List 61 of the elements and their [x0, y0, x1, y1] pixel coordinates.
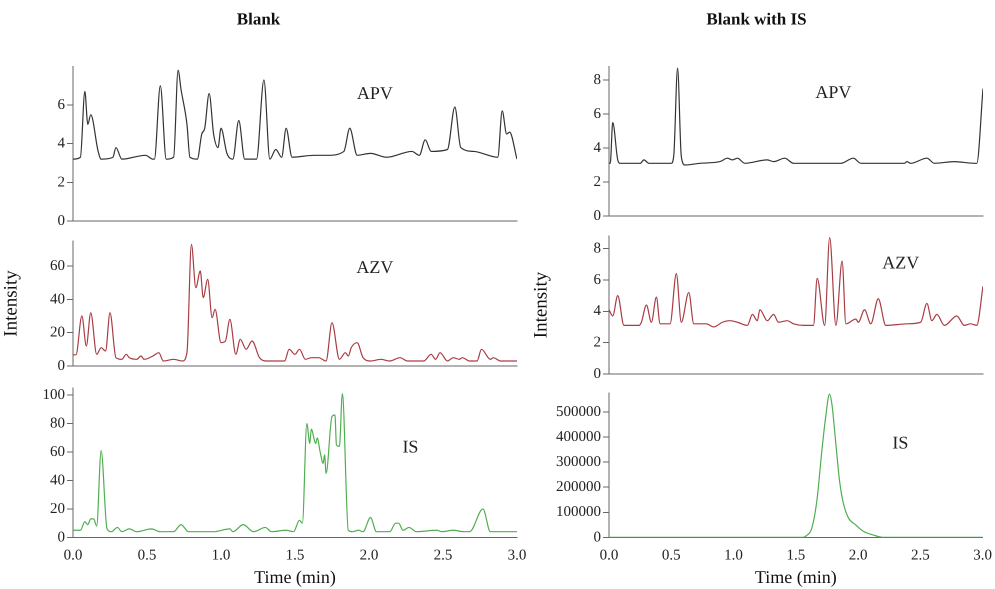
y-tick-label: 300000: [556, 454, 601, 470]
chart-title: Blank with IS: [706, 10, 807, 29]
y-tick-label: 0: [58, 358, 65, 374]
annotation: AZV: [882, 252, 920, 272]
y-tick-label: 0: [58, 212, 65, 229]
y-tick-label: 4: [594, 140, 602, 156]
annotation: IS: [402, 436, 418, 456]
line-series: [609, 236, 983, 328]
y-tick-label: 4: [58, 136, 66, 152]
y-tick-label: 0: [58, 529, 65, 546]
y-tick-label: 2: [58, 174, 65, 190]
annotation: APV: [815, 82, 852, 102]
x-tick-label: 0.0: [600, 547, 618, 564]
y-tick-label: 200000: [556, 479, 601, 496]
line-series: [609, 68, 983, 166]
line-series: [73, 393, 517, 532]
x-tick-label: 1.0: [724, 547, 743, 564]
x-tick-label: 2.0: [360, 547, 378, 564]
y-tick-label: 80: [50, 416, 65, 432]
x-tick-label: 2.5: [910, 547, 930, 564]
x-tick-label: 2.5: [434, 547, 452, 564]
y-tick-label: 40: [50, 291, 65, 308]
y-tick-label: 40: [50, 472, 65, 488]
y-tick-label: 0: [594, 366, 601, 382]
y-tick-label: 8: [594, 240, 601, 256]
x-tick-label: 2.0: [848, 547, 868, 564]
y-axis-title: Intensity: [530, 271, 552, 338]
annotation: IS: [892, 432, 908, 452]
y-tick-label: 400000: [556, 428, 601, 445]
x-tick-label: 1.5: [286, 547, 304, 564]
x-tick-label: 1.5: [786, 547, 806, 564]
x-axis-title: Time (min): [254, 566, 336, 587]
annotation: APV: [356, 82, 393, 103]
y-tick-label: 2: [594, 174, 601, 190]
line-series: [73, 70, 517, 160]
y-tick-label: 500000: [556, 404, 601, 420]
y-tick-label: 60: [50, 258, 65, 274]
annotation: AZV: [356, 257, 394, 278]
y-tick-label: 6: [58, 96, 66, 113]
y-tick-label: 0: [594, 529, 601, 546]
x-tick-label: 0.5: [138, 547, 156, 564]
x-axis-title: Time (min): [754, 566, 837, 587]
y-tick-label: 2: [594, 334, 601, 351]
x-tick-label: 3.0: [508, 547, 526, 564]
line-series: [73, 244, 517, 362]
y-tick-label: 20: [50, 500, 65, 517]
y-axis-title: Intensity: [0, 270, 22, 337]
y-tick-label: 0: [594, 208, 601, 224]
x-tick-label: 1.0: [212, 547, 230, 564]
x-tick-label: 0.5: [662, 547, 681, 564]
y-tick-label: 6: [594, 106, 602, 122]
chart-title: Blank: [236, 10, 281, 29]
y-tick-label: 4: [594, 303, 602, 320]
y-tick-label: 60: [50, 444, 65, 460]
y-tick-label: 6: [594, 272, 602, 288]
x-tick-label: 0.0: [64, 547, 82, 564]
y-tick-label: 100: [42, 387, 65, 404]
y-tick-label: 100000: [556, 504, 601, 520]
y-tick-label: 8: [594, 72, 601, 88]
y-tick-label: 20: [50, 324, 65, 341]
x-tick-label: 3.0: [973, 547, 992, 564]
